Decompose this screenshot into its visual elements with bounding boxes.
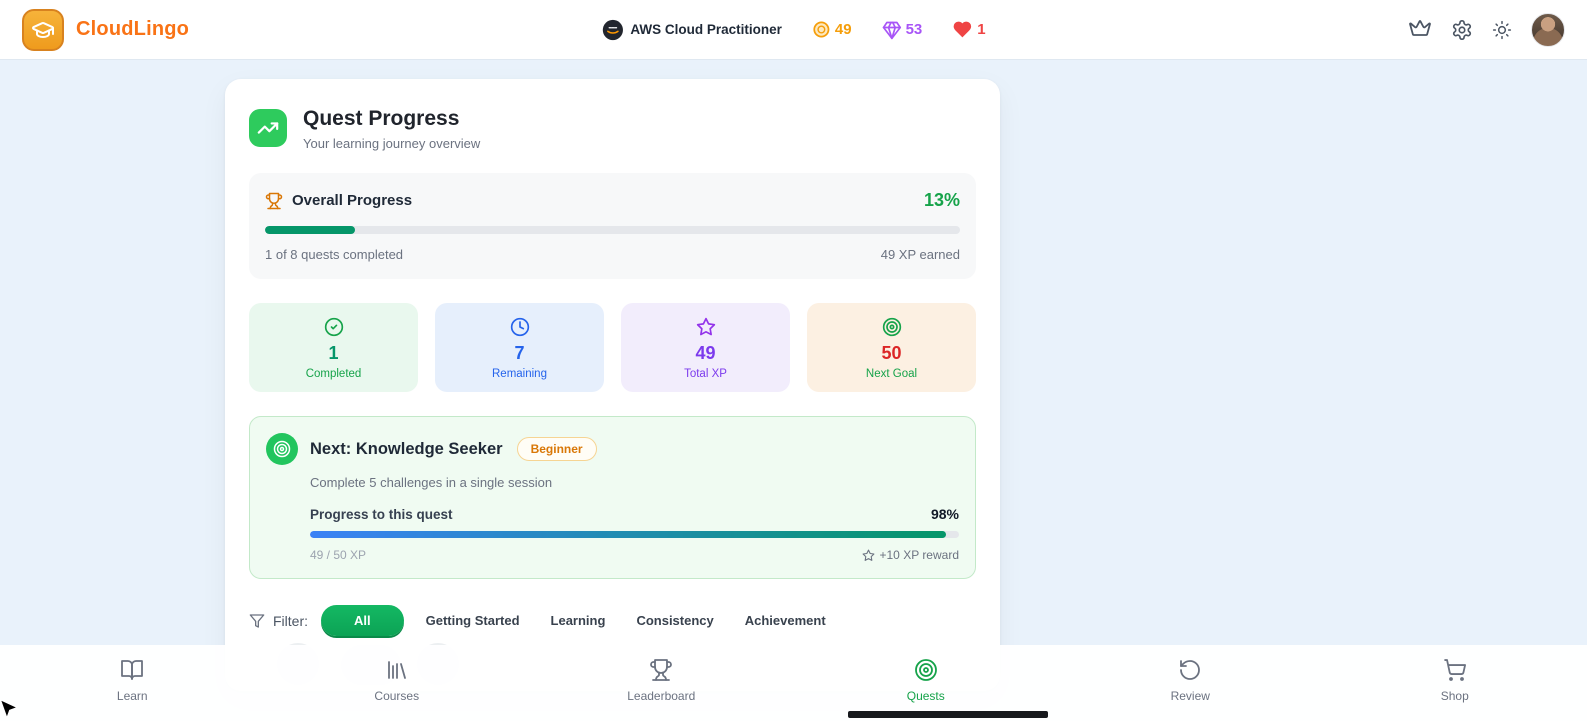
filter-getting-started-button[interactable]: Getting Started bbox=[417, 613, 529, 628]
filter-label-text: Filter: bbox=[273, 612, 308, 629]
bottom-nav: Learn Courses Leaderboard Quests bbox=[0, 645, 1587, 721]
stat-remaining: 7 Remaining bbox=[435, 303, 604, 392]
nav-label: Shop bbox=[1440, 689, 1469, 703]
nav-courses[interactable]: Courses bbox=[265, 645, 530, 721]
target-icon bbox=[266, 433, 298, 465]
overall-percent: 13% bbox=[923, 190, 960, 210]
star-icon bbox=[629, 317, 782, 337]
overall-progress-fill bbox=[265, 226, 356, 234]
nav-label: Courses bbox=[374, 689, 420, 703]
stat-value: 49 bbox=[695, 343, 716, 363]
stat-label: Next Goal bbox=[865, 368, 918, 380]
hearts-counter[interactable]: 1 bbox=[952, 19, 986, 40]
xp-earned-text: 49 XP earned bbox=[880, 247, 960, 262]
nav-quests[interactable]: Quests bbox=[794, 645, 1059, 721]
target-icon bbox=[914, 658, 938, 682]
filter-learning-button[interactable]: Learning bbox=[542, 613, 615, 628]
library-icon bbox=[385, 658, 409, 682]
coins-value: 49 bbox=[834, 21, 852, 38]
star-icon bbox=[862, 549, 875, 562]
nav-learn[interactable]: Learn bbox=[0, 645, 265, 721]
target-icon bbox=[815, 317, 968, 337]
crown-icon bbox=[1408, 18, 1432, 42]
stat-next-goal: 50 Next Goal bbox=[807, 303, 976, 392]
filter-consistency-button[interactable]: Consistency bbox=[627, 613, 722, 628]
nav-label: Learn bbox=[116, 689, 148, 703]
check-circle-icon bbox=[257, 317, 410, 337]
nav-leaderboard[interactable]: Leaderboard bbox=[529, 645, 794, 721]
gear-icon bbox=[1451, 19, 1473, 41]
coins-counter[interactable]: 49 bbox=[812, 20, 852, 39]
quest-reward: +10 XP reward bbox=[862, 548, 960, 562]
hearts-value: 1 bbox=[977, 21, 986, 38]
stat-value: 50 bbox=[881, 343, 902, 363]
course-selector[interactable]: AWS Cloud Practitioner bbox=[601, 19, 782, 41]
difficulty-badge: Beginner bbox=[516, 437, 597, 461]
quest-reward-text: +10 XP reward bbox=[879, 548, 960, 562]
aws-course-icon bbox=[601, 19, 623, 41]
gem-icon bbox=[882, 20, 902, 40]
next-quest-card: Next: Knowledge Seeker Beginner Complete… bbox=[249, 416, 976, 579]
theme-toggle-button[interactable] bbox=[1492, 20, 1512, 40]
quest-progress-fill bbox=[310, 531, 947, 538]
stat-total-xp: 49 Total XP bbox=[621, 303, 790, 392]
filter-icon bbox=[249, 613, 265, 629]
crown-button[interactable] bbox=[1408, 18, 1432, 42]
stat-label: Remaining bbox=[492, 368, 547, 380]
nav-label: Review bbox=[1170, 689, 1210, 703]
heart-icon bbox=[952, 19, 973, 40]
quest-xp-text: 49 / 50 XP bbox=[310, 548, 367, 562]
next-quest-description: Complete 5 challenges in a single sessio… bbox=[310, 475, 553, 490]
overall-progress-bar bbox=[265, 226, 960, 234]
course-name: AWS Cloud Practitioner bbox=[630, 22, 782, 37]
rotate-ccw-icon bbox=[1178, 658, 1202, 682]
nav-review[interactable]: Review bbox=[1058, 645, 1323, 721]
avatar[interactable] bbox=[1531, 12, 1565, 47]
stat-label: Completed bbox=[305, 368, 362, 380]
cloudlingo-logo-icon bbox=[22, 8, 64, 51]
book-open-icon bbox=[120, 658, 144, 682]
top-header: CloudLingo AWS Cloud Practitioner 49 bbox=[0, 0, 1587, 59]
page-subtitle: Your learning journey overview bbox=[303, 136, 481, 151]
stat-label: Total XP bbox=[684, 368, 727, 380]
header-right bbox=[1408, 12, 1565, 47]
brand[interactable]: CloudLingo bbox=[22, 8, 190, 51]
card-header: Quest Progress Your learning journey ove… bbox=[249, 107, 976, 151]
clock-icon bbox=[443, 317, 596, 337]
quest-progress-label: Progress to this quest bbox=[310, 506, 453, 522]
quest-progress-card: Quest Progress Your learning journey ove… bbox=[225, 79, 1000, 691]
stats-row: 1 Completed 7 Remaining 49 Total XP bbox=[249, 303, 976, 392]
stat-completed: 1 Completed bbox=[249, 303, 418, 392]
quest-progress-bar bbox=[310, 531, 959, 538]
trophy-icon bbox=[265, 192, 283, 210]
home-indicator-bar bbox=[848, 711, 1048, 718]
sun-icon bbox=[1492, 20, 1512, 40]
nav-label: Leaderboard bbox=[627, 689, 696, 703]
card-titles: Quest Progress Your learning journey ove… bbox=[303, 107, 480, 151]
nav-label: Quests bbox=[906, 689, 945, 703]
next-quest-title: Next: Knowledge Seeker bbox=[310, 439, 503, 458]
settings-button[interactable] bbox=[1451, 19, 1473, 41]
header-center: AWS Cloud Practitioner 49 53 bbox=[601, 0, 986, 59]
nav-shop[interactable]: Shop bbox=[1323, 645, 1587, 721]
quest-percent: 98% bbox=[930, 506, 959, 522]
filter-all-button[interactable]: All bbox=[321, 605, 404, 636]
overall-progress-label: Overall Progress bbox=[292, 192, 413, 209]
filter-achievement-button[interactable]: Achievement bbox=[736, 613, 835, 628]
coin-icon bbox=[812, 20, 831, 39]
filter-row: Filter: All Getting Started Learning Con… bbox=[249, 605, 976, 636]
brand-name: CloudLingo bbox=[76, 18, 190, 40]
stat-value: 1 bbox=[328, 343, 339, 363]
gems-counter[interactable]: 53 bbox=[882, 20, 923, 40]
page-title: Quest Progress bbox=[303, 107, 460, 130]
trophy-icon bbox=[649, 658, 673, 682]
overall-progress-section: Overall Progress 13% 1 of 8 quests compl… bbox=[249, 173, 976, 279]
stat-value: 7 bbox=[514, 343, 525, 363]
shopping-cart-icon bbox=[1443, 658, 1467, 682]
gems-value: 53 bbox=[905, 21, 923, 38]
trending-up-icon bbox=[249, 109, 287, 147]
quests-completed-text: 1 of 8 quests completed bbox=[265, 247, 404, 262]
